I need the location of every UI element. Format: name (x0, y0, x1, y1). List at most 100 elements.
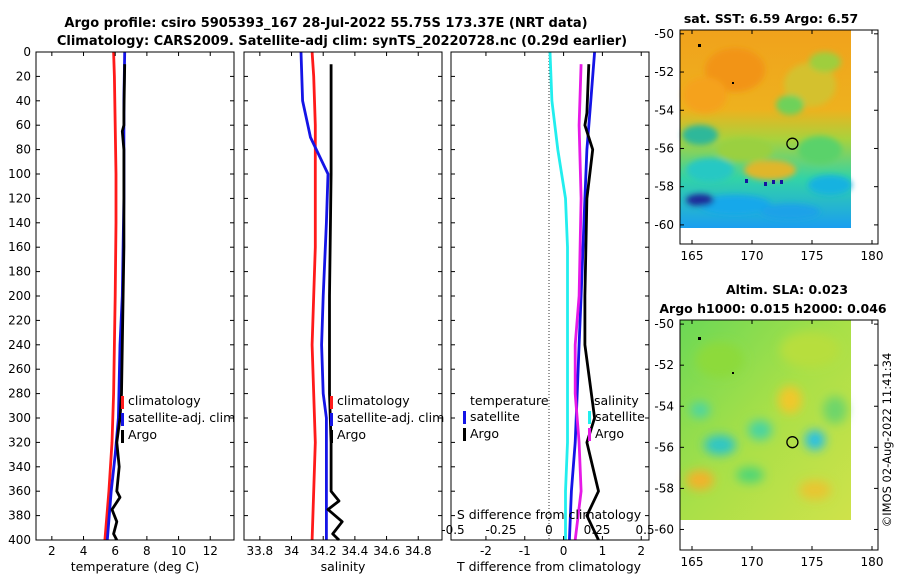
legend-swatch-climatology (330, 396, 333, 409)
legend-swatch-climatology (121, 396, 124, 409)
legend-swatch-satellite (330, 413, 333, 426)
ytick-label: 380 (8, 509, 31, 523)
salinity-diff-tick-label: 0 (545, 523, 553, 537)
imos-watermark: ©IMOS 02-Aug-2022 11:41:34 (880, 353, 894, 528)
legend-label-sal-satellite: satellite (595, 409, 645, 424)
legend-label-argo: Argo (337, 427, 366, 442)
xtick-label: 8 (143, 544, 151, 558)
difference-frame (450, 51, 650, 541)
map-xtick-label: 165 (681, 249, 704, 263)
salinity-frame (243, 51, 443, 541)
series-line-salinity-satellite (548, 51, 569, 540)
salinity-xaxis-ticks: 33.8 34 34.2 34.4 34.6 34.8 (246, 52, 432, 558)
xtick-label: 6 (111, 544, 119, 558)
sla-map-title-line1: Altim. SLA: 0.023 (726, 282, 848, 297)
sst-map-title: sat. SST: 6.59 Argo: 6.57 (684, 11, 858, 26)
sst-map-image (680, 30, 852, 228)
series-line-climatology (310, 51, 317, 541)
sla-field-texture (686, 332, 847, 500)
xtick-label: 4 (80, 544, 88, 558)
sst-map-frame (679, 29, 879, 245)
series-line-satellite-adj-clim (299, 51, 330, 540)
ytick-label: 0 (23, 45, 31, 59)
salinity-panel: 33.8 34 34.2 34.4 34.6 34.8 salinity climatol… (243, 51, 444, 574)
xtick-label: 34.6 (373, 544, 400, 558)
legend-label-satellite: satellite-adj. clim (128, 410, 235, 425)
xtick-label: 34 (284, 544, 299, 558)
temperature-lines (103, 51, 127, 541)
ytick-label: 340 (8, 460, 31, 474)
ytick-label: 40 (16, 94, 31, 108)
legend-label-satellite: satellite-adj. clim (337, 410, 444, 425)
salinity-yaxis-ticks (244, 51, 442, 541)
sla-map-title-line2: Argo h1000: 0.015 h2000: 0.046 (659, 301, 887, 316)
temperature-panel: 0 20 40 60 80 100 120 140 160 180 200 220 240 260 280 3… (8, 45, 235, 574)
xtick-label: 2 (637, 544, 645, 558)
ytick-label: 140 (8, 216, 31, 230)
legend-label-sal-argo: Argo (595, 426, 624, 441)
xtick-label: 34.8 (405, 544, 432, 558)
xtick-label: 34.2 (310, 544, 337, 558)
salinity-diff-tick-label: 0.5 (635, 523, 654, 537)
salinity-diff-tick-label: -0.25 (485, 523, 516, 537)
xtick-label: 34.4 (342, 544, 369, 558)
series-line-salinity-argo (573, 64, 583, 541)
xtick-label: -2 (480, 544, 492, 558)
xtick-label: 10 (171, 544, 186, 558)
ytick-label: 200 (8, 289, 31, 303)
series-line-climatology (103, 51, 118, 541)
map-ytick-label: -58 (654, 180, 674, 194)
ytick-label: 220 (8, 313, 31, 327)
difference-panel: -2 -1 0 1 2 -0.5 -0.25 0 0.25 0.5 S difference f… (441, 51, 655, 574)
legend-label-climatology: climatology (337, 393, 410, 408)
ytick-label: 300 (8, 411, 31, 425)
xtick-label: 1 (599, 544, 607, 558)
ytick-label: 100 (8, 167, 31, 181)
map-xtick-label: 175 (801, 249, 824, 263)
figure-title-line2: Climatology: CARS2009. Satellite-adj cli… (57, 34, 627, 49)
legend-label-climatology: climatology (128, 393, 201, 408)
xtick-label: 0 (560, 544, 568, 558)
series-line-argo (110, 64, 127, 541)
ytick-label: 180 (8, 265, 31, 279)
ytick-label: 280 (8, 387, 31, 401)
salinity-lines (299, 51, 344, 542)
ytick-label: 240 (8, 338, 31, 352)
salinity-legend: climatology satellite-adj. clim Argo (330, 393, 444, 443)
ytick-label: 360 (8, 484, 31, 498)
sst-field-texture (682, 48, 852, 220)
temperature-xaxis-ticks: 2 4 6 8 10 12 (48, 52, 218, 558)
map-ytick-label: -56 (654, 440, 674, 454)
map-xtick-label: 170 (741, 249, 764, 263)
map-xtick-label: 180 (861, 555, 884, 569)
temperature-legend: climatology satellite-adj. clim Argo (121, 393, 235, 443)
sst-map-panel: sat. SST: 6.59 Argo: 6.57 (654, 11, 883, 263)
legend-swatch-argo (121, 430, 124, 443)
sla-map-panel: Altim. SLA: 0.023 Argo h1000: 0.015 h200… (654, 282, 887, 569)
legend-swatch-temp-argo (463, 428, 466, 441)
ytick-label: 400 (8, 533, 31, 547)
difference-yaxis-ticks (451, 51, 649, 541)
xtick-label: 12 (203, 544, 218, 558)
map-ytick-label: -52 (654, 65, 674, 79)
difference-salinity-ticks: -0.5 -0.25 0 0.25 0.5 (441, 523, 654, 537)
map-ytick-label: -52 (654, 358, 674, 372)
ytick-label: 80 (16, 143, 31, 157)
legend-swatch-temp-satellite (463, 411, 466, 424)
figure-title-line1: Argo profile: csiro 5905393_167 28-Jul-2… (64, 16, 587, 31)
salinity-diff-tick-label: 0.25 (584, 523, 611, 537)
temperature-diff-legend: temperature satellite Argo (463, 393, 549, 441)
map-xtick-label: 170 (741, 555, 764, 569)
argo-location-marker (786, 137, 799, 150)
xtick-label: 2 (48, 544, 56, 558)
difference-lines (548, 51, 600, 541)
ytick-label: 60 (16, 118, 31, 132)
salinity-diff-tick-label: -0.5 (441, 523, 464, 537)
temperature-xlabel: temperature (deg C) (71, 559, 200, 574)
legend-label-temp-argo: Argo (470, 426, 499, 441)
legend-title-temperature: temperature (470, 393, 549, 408)
map-xtick-label: 165 (681, 555, 704, 569)
ytick-label: 160 (8, 240, 31, 254)
sst-map-ticks: -50 -52 -54 -56 -58 -60 165 170 175 180 (654, 27, 883, 263)
salinity-diff-legend: salinity satellite Argo (588, 393, 645, 441)
